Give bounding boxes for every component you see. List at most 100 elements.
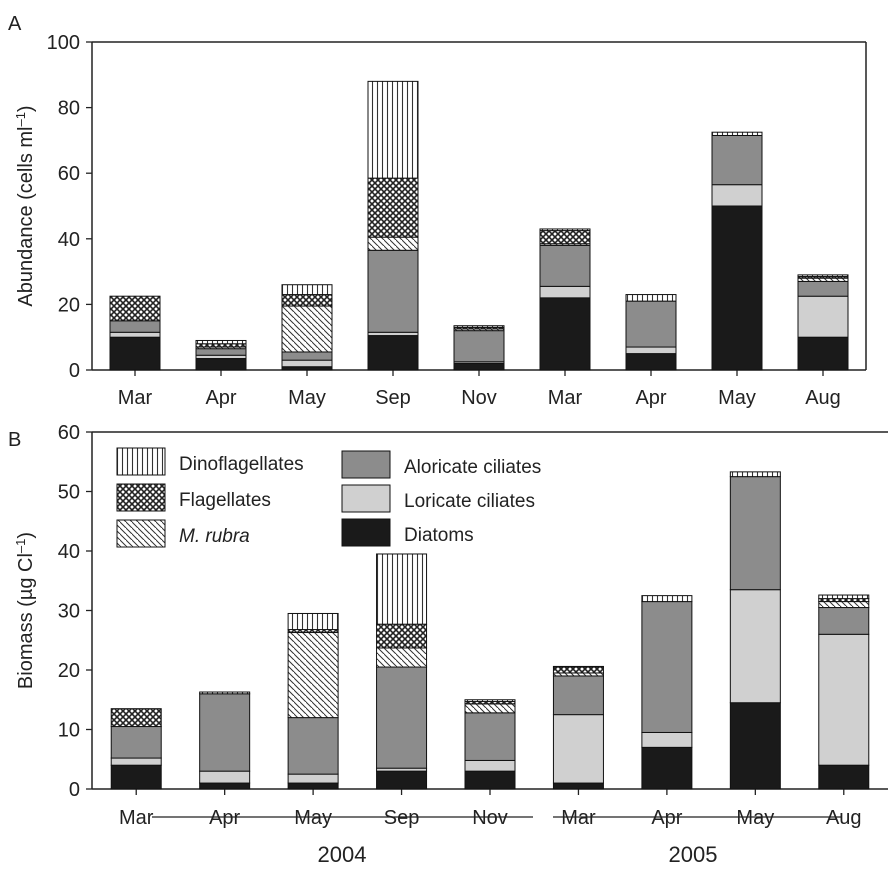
x-tick-label: Mar <box>548 387 583 409</box>
bar-segment-diatoms-may <box>729 702 781 790</box>
bar-segment-m-rubra-sep <box>367 236 419 251</box>
bar-segment-aloricate-aug <box>797 280 849 297</box>
x-tick-label: Apr <box>205 387 236 409</box>
bar-segment-loricate-may <box>281 359 333 368</box>
bar-segment-diatoms-nov <box>464 770 516 790</box>
bar-segment-diatoms-sep <box>367 335 419 371</box>
legend-label-aloricate: Aloricate ciliates <box>404 457 541 478</box>
bar-segment-dinoflagellates-aug <box>818 594 870 600</box>
bar-segment-dinoflagellates-sep <box>376 553 428 625</box>
x-tick-label: Apr <box>635 387 666 409</box>
x-tick-label: Apr <box>209 807 240 829</box>
y-tick-label: 80 <box>58 98 80 120</box>
bar-segment-aloricate-sep <box>367 249 419 333</box>
legend-swatch-m-rubra <box>116 519 166 548</box>
x-tick-label: Nov <box>461 387 497 409</box>
x-tick-label: Aug <box>826 807 862 829</box>
year-2005-label: 2005 <box>669 842 718 867</box>
y-tick-label: 50 <box>58 482 80 504</box>
bar-segment-loricate-nov <box>464 759 516 772</box>
bar-segment-aloricate-nov <box>453 330 505 363</box>
bar-segment-m-rubra-aug <box>818 601 870 609</box>
bar-segment-aloricate-mar <box>110 726 162 759</box>
bar-segment-aloricate-apr <box>625 300 677 348</box>
x-tick-label: May <box>294 807 332 829</box>
bar-segment-aloricate-may <box>281 351 333 361</box>
bar-segment-loricate-may <box>729 589 781 704</box>
bar-segment-loricate-may <box>287 773 339 784</box>
bar-segment-aloricate-sep <box>376 666 428 769</box>
bar-segment-flagellates-mar <box>539 230 591 245</box>
bar-segment-flagellates-sep <box>367 177 419 238</box>
bar-segment-flagellates-mar <box>109 295 161 322</box>
legend-swatch-dinoflagellates <box>116 447 166 476</box>
legend-label-diatoms: Diatoms <box>404 525 474 546</box>
year-groups: 2004 2005 <box>152 816 842 867</box>
bar-segment-flagellates-may <box>281 294 333 307</box>
bar-segment-dinoflagellates-apr <box>641 595 693 603</box>
x-tick-label: Apr <box>651 807 682 829</box>
legend: Dinoflagellates Flagellates M. rubra Aloric… <box>116 447 541 548</box>
y-axis-title: Abundance (cells ml–1) <box>13 105 38 306</box>
bar-segment-loricate-mar <box>110 757 162 766</box>
bar-segment-diatoms-sep <box>376 770 428 790</box>
panel-label-a: A <box>8 13 22 35</box>
bar-segment-diatoms-apr <box>641 746 693 790</box>
bar-segment-loricate-mar <box>552 714 604 784</box>
bar-segment-diatoms-may <box>711 205 763 371</box>
bar-segment-dinoflagellates-may <box>281 284 333 296</box>
y-tick-label: 0 <box>69 360 80 382</box>
legend-swatch-loricate <box>341 484 391 513</box>
x-tick-label: May <box>736 807 774 829</box>
y-tick-label: 30 <box>58 601 80 623</box>
y-axis-title: Biomass (µg Cl–1) <box>13 532 38 689</box>
bar-segment-loricate-mar <box>109 331 161 338</box>
x-tick-label: Aug <box>805 387 841 409</box>
bar-segment-aloricate-mar <box>109 320 161 333</box>
bar-segment-dinoflagellates-may <box>711 131 763 136</box>
bar-segment-loricate-mar <box>539 285 591 299</box>
bar-segment-dinoflagellates-apr <box>625 294 677 302</box>
y-tick-label: 60 <box>58 163 80 185</box>
bar-segment-loricate-apr <box>641 731 693 748</box>
bar-segment-dinoflagellates-mar <box>552 665 604 668</box>
bar-segment-dinoflagellates-apr <box>195 339 247 345</box>
bar-segment-dinoflagellates-nov <box>453 325 505 328</box>
y-tick-label: 0 <box>69 779 80 801</box>
bar-segment-aloricate-apr <box>195 348 247 356</box>
y-tick-label: 60 <box>58 422 80 444</box>
legend-swatch-diatoms <box>341 518 391 547</box>
bar-segment-diatoms-aug <box>797 336 849 371</box>
bar-segment-dinoflagellates-apr <box>199 691 251 695</box>
bar-segment-diatoms-mar <box>110 764 162 790</box>
bar-segment-m-rubra-may <box>287 632 339 719</box>
y-tick-label: 100 <box>47 32 80 54</box>
bar-segment-aloricate-nov <box>464 712 516 761</box>
bar-segment-loricate-apr <box>625 346 677 355</box>
x-tick-label: May <box>288 387 326 409</box>
legend-label-flagellates: Flagellates <box>179 490 271 511</box>
legend-swatch-aloricate <box>341 450 391 479</box>
bar-segment-dinoflagellates-sep <box>367 80 419 179</box>
panel-label-b: B <box>8 429 21 451</box>
bar-segment-diatoms-apr <box>195 358 247 371</box>
legend-label-dinoflagellates: Dinoflagellates <box>179 454 304 475</box>
bar-segment-aloricate-mar <box>552 675 604 716</box>
panel-b-chart: B 0 10 20 30 40 50 60 Biomass (µg Cl–1) Mar Apr May… <box>8 422 888 829</box>
x-tick-label: Mar <box>561 807 596 829</box>
x-tick-label: Mar <box>119 807 154 829</box>
x-tick-label: May <box>718 387 756 409</box>
bar-segment-aloricate-may <box>287 717 339 775</box>
y-tick-label: 20 <box>58 294 80 316</box>
bar-segment-diatoms-nov <box>453 362 505 371</box>
bar-segment-m-rubra-may <box>281 305 333 353</box>
bar-segment-diatoms-apr <box>625 353 677 371</box>
bar-segment-diatoms-may <box>287 782 339 790</box>
bar-segment-aloricate-apr <box>199 693 251 772</box>
bar-segment-diatoms-mar <box>552 782 604 790</box>
bar-segment-diatoms-mar <box>109 336 161 371</box>
bar-segment-dinoflagellates-nov <box>464 699 516 703</box>
bar-segment-diatoms-aug <box>818 764 870 790</box>
